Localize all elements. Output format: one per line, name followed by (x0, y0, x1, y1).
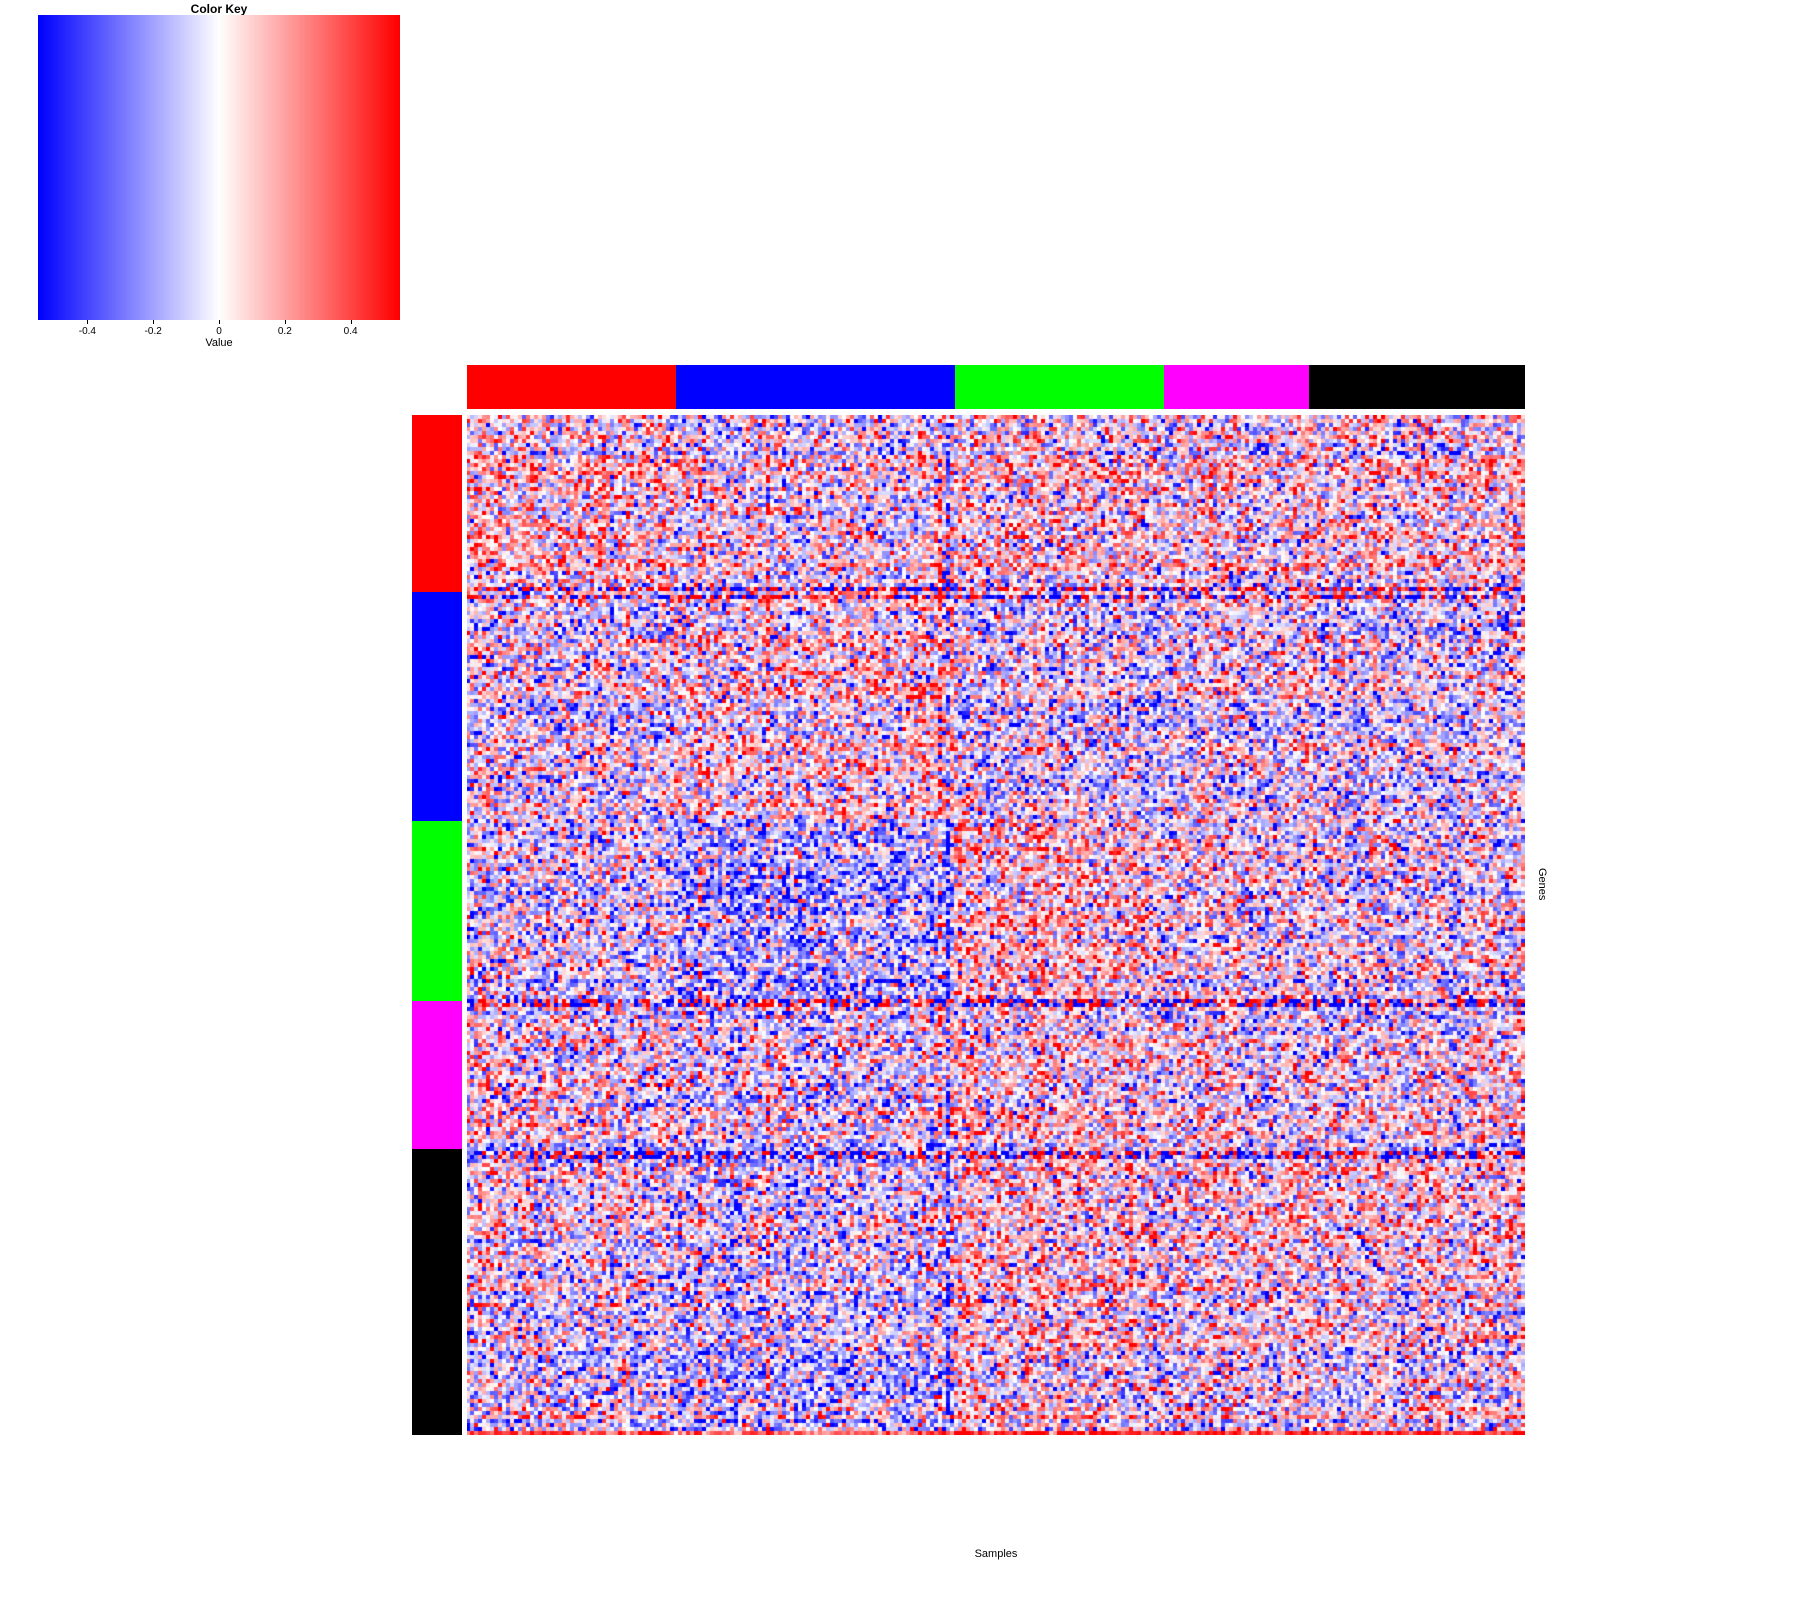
color-key-tick-label: -0.2 (144, 326, 162, 337)
col-sidecolor-col-group-2 (676, 365, 955, 409)
genes-axis-label: Genes (1536, 868, 1548, 901)
heatmap-canvas (467, 415, 1525, 1435)
color-key-tick-label: 0 (216, 326, 222, 337)
samples-axis-label: Samples (974, 1548, 1018, 1560)
color-key-tick-mark (219, 320, 220, 324)
row-sidecolor-row-group-4 (412, 1001, 462, 1150)
row-sidecolor-row-group-5 (412, 1149, 462, 1435)
row-side-colors (412, 415, 462, 1435)
color-key-tick-mark (284, 320, 286, 324)
col-sidecolor-col-group-1 (467, 365, 677, 409)
color-key-tick-mark (153, 320, 155, 324)
color-key-tick-mark (87, 320, 89, 324)
color-key-tick-label: -0.4 (78, 326, 96, 337)
color-key-tick-mark (350, 320, 352, 324)
row-sidecolor-row-group-1 (412, 415, 462, 593)
col-sidecolor-col-group-4 (1164, 365, 1310, 409)
col-sidecolor-col-group-5 (1309, 365, 1525, 409)
color-key-axis: -0.4 -0.2 0 0.2 0.4 (38, 320, 400, 350)
value-axis-label: Value (205, 337, 233, 349)
row-sidecolor-row-group-3 (412, 820, 462, 1002)
column-side-colors (467, 365, 1525, 409)
color-key-tick-label: 0.2 (277, 326, 292, 337)
row-sidecolor-row-group-2 (412, 592, 462, 821)
color-key-tick-label: 0.4 (343, 326, 358, 337)
color-key-title: Color Key (190, 2, 248, 16)
color-key-gradient (38, 15, 400, 320)
col-sidecolor-col-group-3 (954, 365, 1165, 409)
